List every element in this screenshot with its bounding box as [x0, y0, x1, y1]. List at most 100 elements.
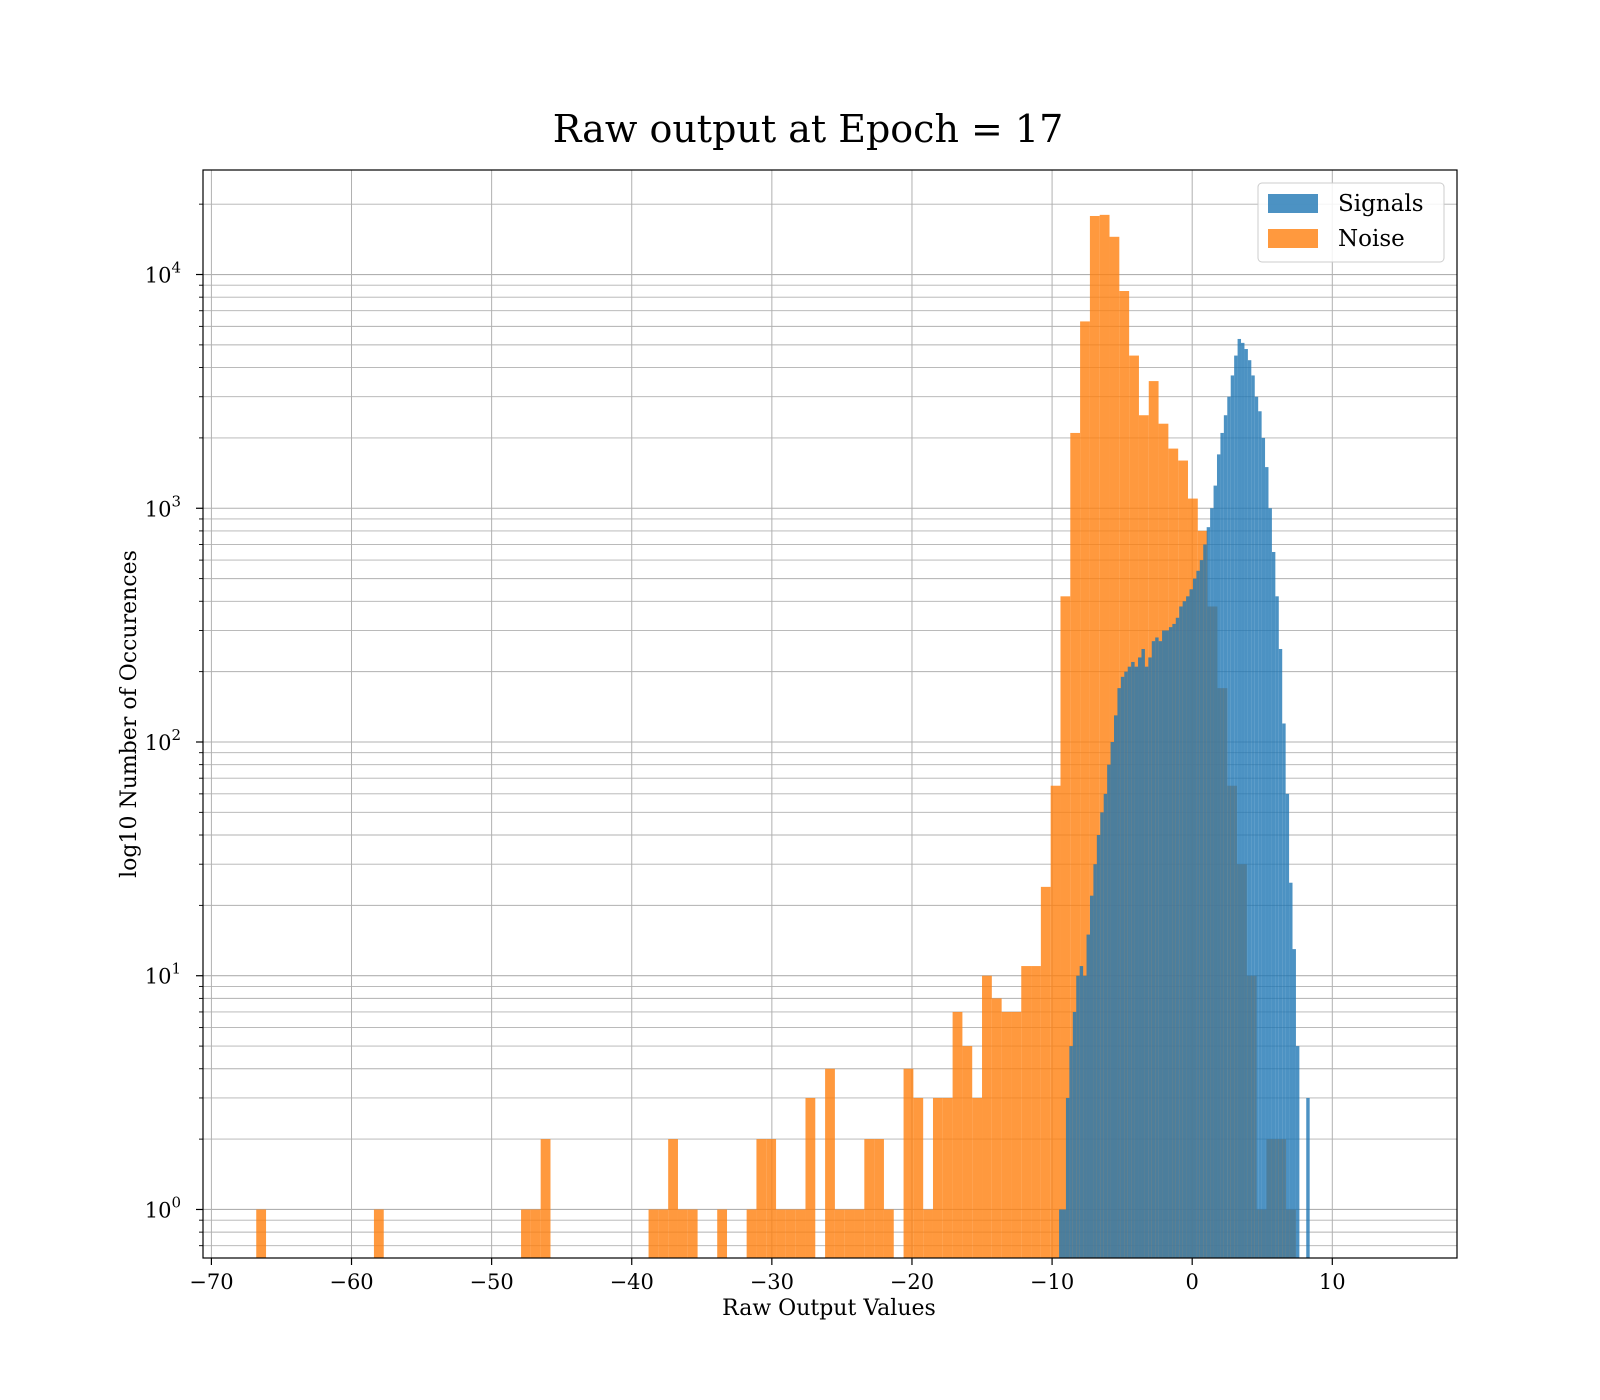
chart-title: Raw output at Epoch = 17	[553, 107, 1064, 151]
bar-signals	[1210, 508, 1214, 1258]
bar-signals	[1175, 617, 1180, 1258]
legend-swatch-noise	[1268, 229, 1318, 248]
bar-signals	[1241, 342, 1245, 1258]
bar-signals	[1282, 723, 1286, 1258]
y-tick-label: 103	[145, 492, 181, 521]
signals-bars	[1059, 338, 1310, 1259]
bar-signals	[1203, 544, 1207, 1258]
bar-noise	[825, 1068, 835, 1258]
bar-noise	[854, 1209, 865, 1258]
bar-signals	[1131, 661, 1135, 1258]
bar-signals	[1172, 623, 1176, 1258]
bar-signals	[1059, 1209, 1063, 1258]
bar-signals	[1271, 551, 1276, 1258]
bar-noise	[982, 975, 992, 1258]
bar-noise	[1031, 966, 1041, 1258]
bar-signals	[1182, 601, 1187, 1258]
bar-noise	[1099, 214, 1110, 1259]
bar-noise	[874, 1139, 884, 1258]
bar-signals	[1254, 396, 1259, 1258]
bar-signals	[1093, 864, 1097, 1258]
legend-label-noise: Noise	[1338, 226, 1405, 252]
bar-noise	[962, 1046, 973, 1258]
bar-signals	[1179, 606, 1183, 1258]
y-tick-label: 102	[145, 726, 181, 755]
bar-signals	[1062, 1209, 1066, 1258]
bar-signals	[1275, 596, 1279, 1258]
x-axis-label: Raw Output Values	[722, 1296, 936, 1321]
bar-signals	[1138, 657, 1142, 1258]
x-tick-label: −40	[610, 1270, 654, 1294]
bar-noise	[844, 1209, 855, 1258]
bar-noise	[717, 1209, 728, 1258]
bar-signals	[1114, 715, 1118, 1258]
bar-signals	[1251, 375, 1255, 1258]
bar-signals	[1196, 570, 1200, 1258]
bar-signals	[1110, 741, 1115, 1258]
bar-signals	[1141, 648, 1145, 1258]
bar-noise	[540, 1139, 551, 1258]
bar-signals	[1134, 666, 1139, 1258]
bar-signals	[1189, 589, 1193, 1258]
y-tick-label: 104	[145, 259, 181, 288]
y-tick-label: 100	[145, 1193, 181, 1222]
bar-noise	[1001, 1011, 1012, 1258]
bar-signals	[1148, 657, 1152, 1258]
bar-noise	[1089, 215, 1100, 1258]
bar-noise	[952, 1011, 963, 1258]
bar-signals	[1168, 627, 1173, 1258]
bar-signals	[1268, 508, 1272, 1258]
bar-signals	[1100, 812, 1104, 1258]
bar-signals	[1295, 1046, 1300, 1258]
legend-label-signals: Signals	[1338, 191, 1424, 217]
bar-noise	[1050, 785, 1061, 1258]
bar-noise	[883, 1209, 894, 1258]
bar-signals	[1162, 630, 1166, 1258]
bar-noise	[923, 1209, 933, 1258]
bar-signals	[1065, 1097, 1070, 1258]
bar-signals	[1158, 641, 1163, 1258]
bar-signals	[1155, 637, 1159, 1258]
bar-signals	[1069, 1046, 1073, 1258]
bar-signals	[1292, 949, 1296, 1258]
bar-noise	[1070, 432, 1081, 1258]
bar-noise	[658, 1209, 669, 1258]
bar-noise	[373, 1209, 384, 1258]
x-tick-label: −50	[469, 1270, 513, 1294]
bar-noise	[805, 1097, 816, 1258]
bar-noise	[668, 1139, 678, 1258]
bar-signals	[1096, 835, 1101, 1258]
bar-signals	[1258, 411, 1262, 1258]
plot-frame	[202, 169, 1458, 1259]
bar-signals	[1261, 437, 1266, 1258]
x-tick-label: 0	[1186, 1270, 1199, 1294]
y-axis-ticks: 100 101 102 103 104	[145, 203, 203, 1247]
bar-signals	[1237, 338, 1242, 1258]
bar-noise	[766, 1139, 777, 1258]
bar-noise	[942, 1097, 953, 1258]
bar-signals	[1220, 432, 1224, 1258]
bar-signals	[1083, 975, 1087, 1258]
bar-noise	[1040, 886, 1051, 1258]
bar-signals	[1227, 396, 1231, 1258]
bar-noise	[677, 1209, 688, 1258]
x-tick-label: −20	[890, 1270, 934, 1294]
bar-noise	[756, 1139, 767, 1258]
bar-noise	[1011, 1011, 1022, 1258]
bar-signals	[1086, 934, 1090, 1258]
bar-signals	[1072, 1011, 1077, 1258]
x-tick-label: −70	[189, 1270, 233, 1294]
bar-noise	[864, 1139, 875, 1258]
bar-signals	[1244, 349, 1248, 1259]
bar-noise	[521, 1209, 531, 1258]
bar-signals	[1192, 578, 1197, 1258]
bar-signals	[1124, 671, 1128, 1258]
bar-signals	[1213, 485, 1217, 1259]
bar-noise	[530, 1209, 541, 1258]
bar-signals	[1278, 648, 1283, 1258]
y-axis-label: log10 Number of Occurences	[117, 550, 142, 878]
bar-noise	[1060, 596, 1071, 1258]
bar-signals	[1120, 676, 1125, 1258]
bar-signals	[1151, 641, 1156, 1258]
